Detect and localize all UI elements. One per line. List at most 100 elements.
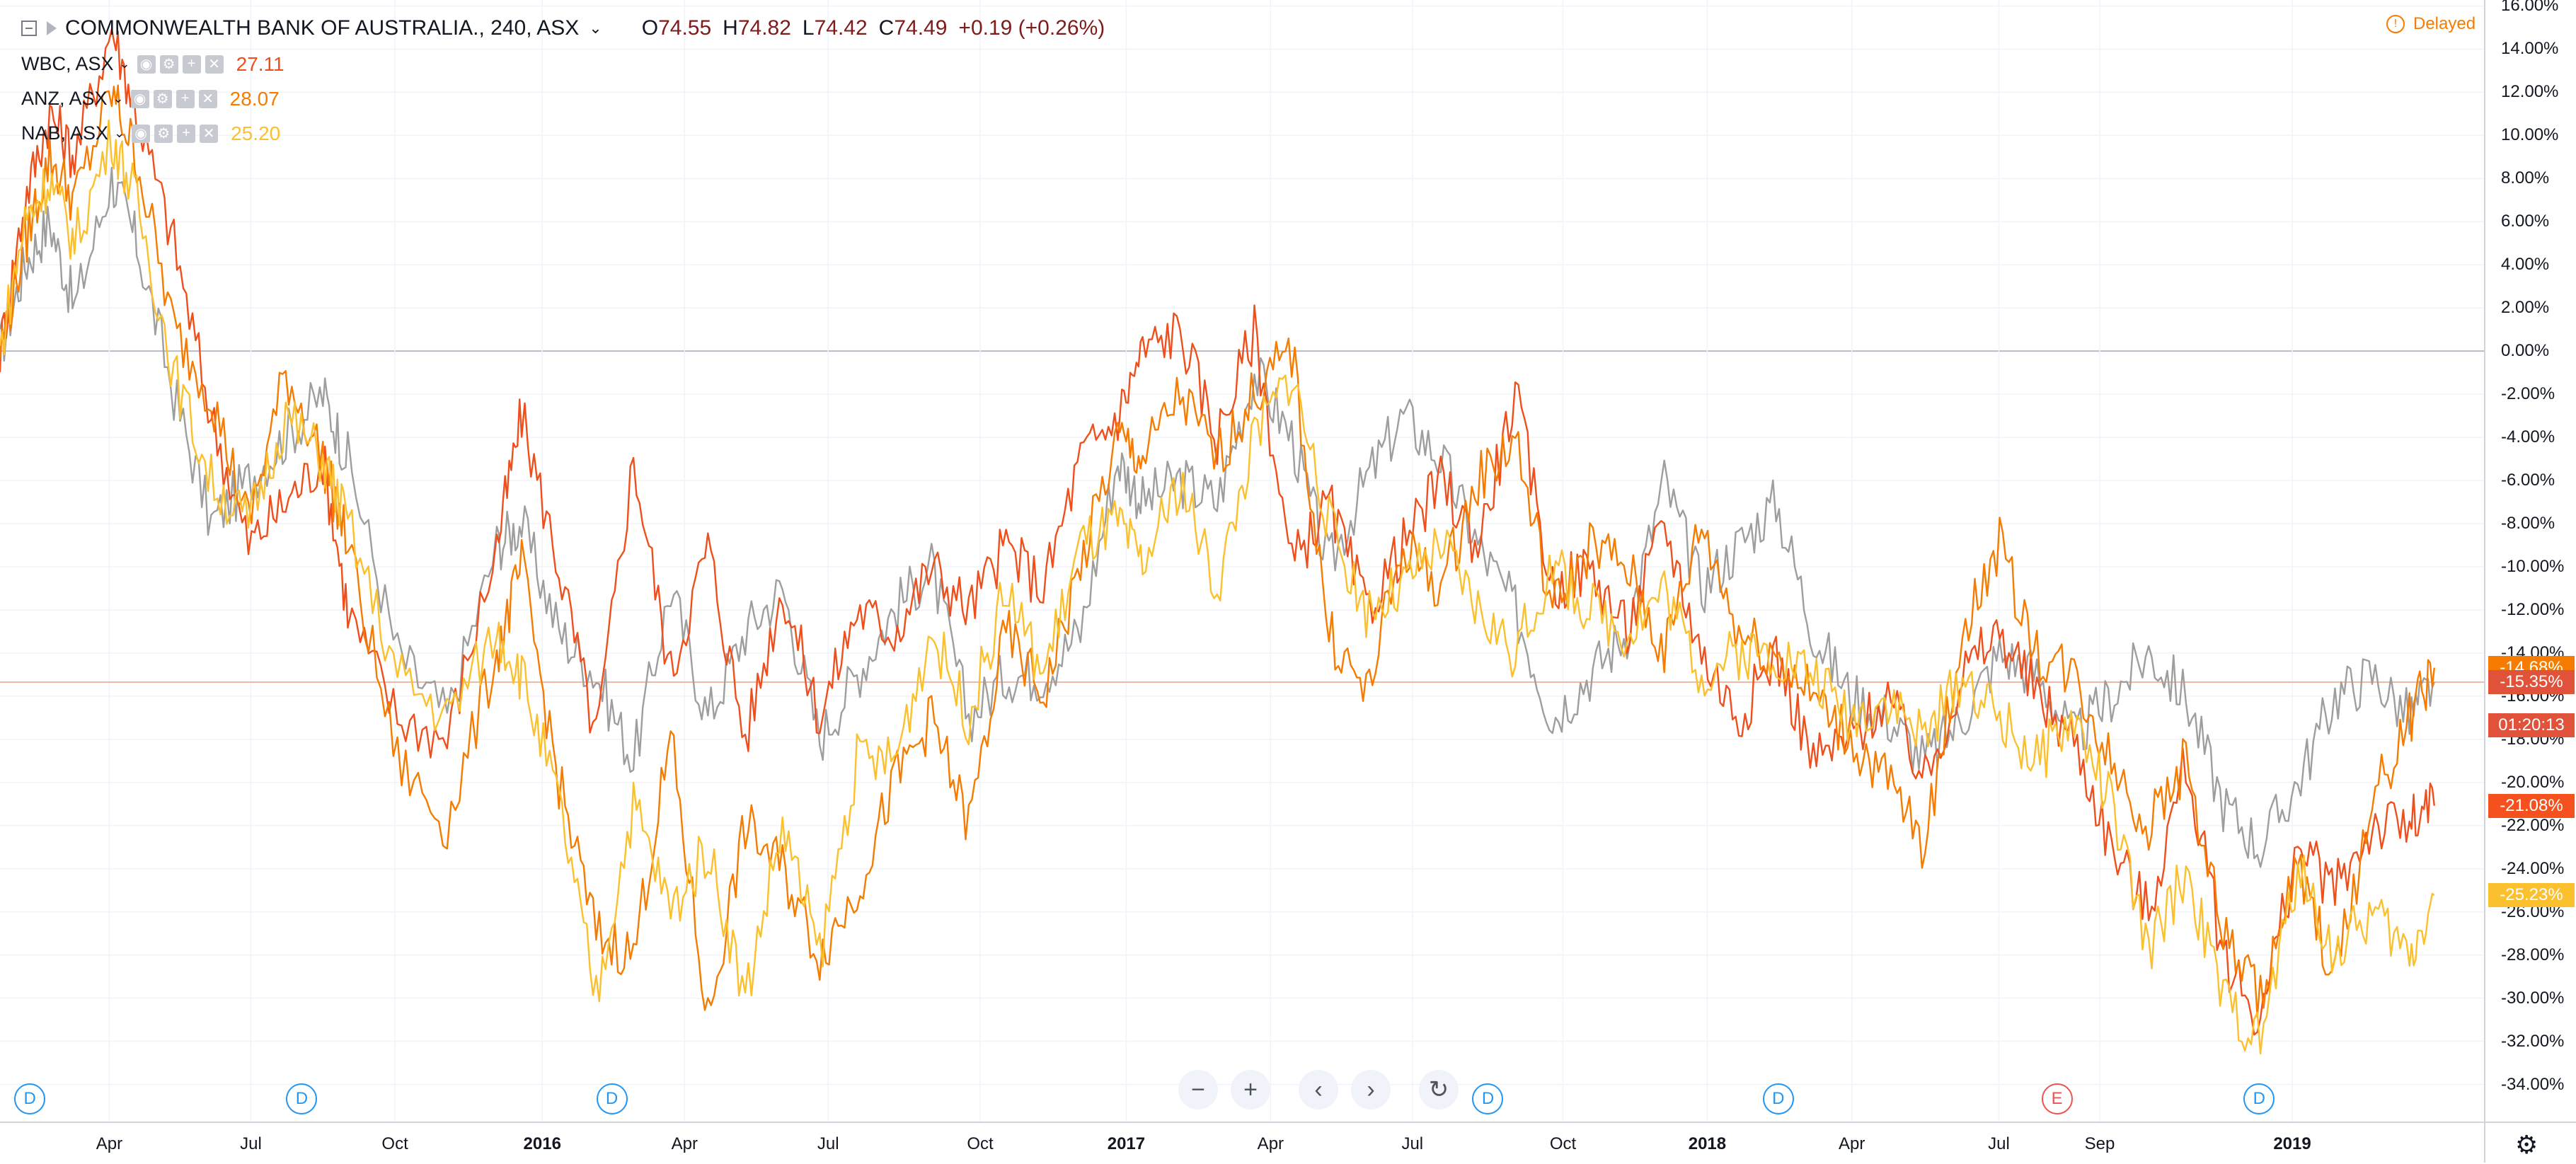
chart-pane[interactable]: COMMONWEALTH BANK OF AUSTRALIA., 240, AS…: [0, 0, 2484, 1122]
x-tick-label: 2019: [2273, 1134, 2311, 1153]
price-label: -21.08%: [2488, 793, 2575, 818]
reset-chart-button[interactable]: ↻: [1419, 1070, 1459, 1110]
y-tick-label: -30.00%: [2501, 988, 2565, 1008]
y-tick-label: -6.00%: [2501, 471, 2555, 490]
y-tick-label: -22.00%: [2501, 815, 2565, 835]
high-value: H74.82: [723, 16, 791, 40]
delayed-label: Delayed: [2413, 14, 2476, 33]
compare-legend-wbc[interactable]: WBC, ASX ⌄ ◉ ⚙ + ✕ 27.11: [21, 47, 1105, 81]
zoom-out-button[interactable]: −: [1178, 1070, 1218, 1110]
y-tick-label: -24.00%: [2501, 858, 2565, 878]
y-tick-label: -34.00%: [2501, 1074, 2565, 1094]
y-tick-label: -8.00%: [2501, 514, 2555, 534]
price-label: -15.35%: [2488, 670, 2575, 695]
series-line-1: [0, 28, 2435, 1036]
change-value: +0.19 (+0.26%): [958, 16, 1105, 40]
compare-name[interactable]: WBC, ASX: [21, 53, 114, 74]
gear-icon[interactable]: ⚙: [159, 54, 178, 74]
x-tick-label: Oct: [967, 1134, 994, 1153]
x-tick-label: Jul: [240, 1134, 262, 1153]
scroll-right-button[interactable]: ›: [1351, 1070, 1391, 1110]
chevron-down-icon[interactable]: ⌄: [114, 126, 125, 140]
price-label: -25.23%: [2488, 883, 2575, 908]
compare-name[interactable]: ANZ, ASX: [21, 88, 108, 109]
x-tick-label: Jul: [1988, 1134, 2010, 1153]
time-axis[interactable]: Apr Jul Oct 2016 Apr Jul Oct 2017 Apr Jul Oct 2018 A…: [0, 1122, 2484, 1164]
x-tick-label: Oct: [381, 1134, 408, 1153]
y-tick-label: 0.00%: [2501, 341, 2550, 361]
y-tick-label: -4.00%: [2501, 427, 2555, 447]
gear-icon[interactable]: ⚙: [2515, 1130, 2538, 1159]
price-axis[interactable]: 16.00% 14.00% 12.00% 10.00% 8.00% 6.00% 4.00% 2…: [2484, 0, 2576, 1122]
dividend-marker[interactable]: D: [1762, 1083, 1794, 1114]
x-tick-label: 2017: [1107, 1134, 1146, 1153]
y-tick-label: 14.00%: [2501, 39, 2559, 59]
dividend-marker[interactable]: D: [14, 1083, 46, 1114]
compare-value: 28.07: [229, 87, 280, 110]
scroll-left-button[interactable]: ‹: [1299, 1070, 1338, 1110]
dividend-marker[interactable]: D: [1472, 1083, 1504, 1114]
x-tick-label: Apr: [1839, 1134, 1865, 1153]
compare-legend-nab[interactable]: NAB, ASX ⌄ ◉ ⚙ + ✕ 25.20: [21, 116, 1105, 151]
close-icon[interactable]: ✕: [198, 89, 217, 108]
compare-value: 27.11: [236, 52, 284, 75]
compare-legend-anz[interactable]: ANZ, ASX ⌄ ◉ ⚙ + ✕ 28.07: [21, 81, 1105, 116]
low-value: L74.42: [802, 16, 868, 40]
y-tick-label: 16.00%: [2501, 0, 2559, 16]
y-tick-label: -12.00%: [2501, 599, 2565, 619]
chevron-down-icon[interactable]: ⌄: [119, 57, 130, 71]
y-tick-label: -10.00%: [2501, 556, 2565, 576]
eye-icon[interactable]: ◉: [137, 54, 156, 74]
close-icon[interactable]: ✕: [205, 54, 224, 74]
x-tick-label: 2016: [523, 1134, 561, 1153]
delayed-badge[interactable]: ! Delayed: [2386, 14, 2476, 34]
x-tick-label: Apr: [671, 1134, 698, 1153]
dividend-marker[interactable]: D: [286, 1083, 318, 1114]
open-value: O74.55: [641, 16, 712, 40]
close-icon[interactable]: ✕: [200, 124, 219, 143]
y-tick-label: 4.00%: [2501, 255, 2550, 275]
gear-icon[interactable]: ⚙: [153, 89, 172, 108]
plus-icon[interactable]: +: [176, 89, 195, 108]
zoom-in-button[interactable]: +: [1231, 1070, 1270, 1110]
price-plot[interactable]: [0, 0, 2484, 1122]
dividend-marker[interactable]: D: [2243, 1083, 2275, 1114]
gear-icon[interactable]: ⚙: [154, 124, 173, 143]
grid: [0, 0, 2484, 1122]
y-tick-label: 12.00%: [2501, 82, 2559, 102]
countdown-label: 01:20:13: [2488, 713, 2575, 737]
main-symbol-legend: COMMONWEALTH BANK OF AUSTRALIA., 240, AS…: [7, 10, 1105, 47]
y-tick-label: -32.00%: [2501, 1031, 2565, 1051]
close-value: C74.49: [878, 16, 948, 40]
chart-legend: COMMONWEALTH BANK OF AUSTRALIA., 240, AS…: [7, 10, 1105, 151]
y-tick-label: 8.00%: [2501, 168, 2550, 188]
x-tick-label: 2018: [1688, 1134, 1727, 1153]
x-tick-label: Jul: [817, 1134, 839, 1153]
flag-icon[interactable]: [47, 21, 57, 35]
collapse-legend-icon[interactable]: [21, 21, 37, 36]
y-tick-label: 6.00%: [2501, 212, 2550, 231]
plus-icon[interactable]: +: [182, 54, 201, 74]
info-icon: !: [2386, 15, 2405, 33]
compare-name[interactable]: NAB, ASX: [21, 122, 109, 144]
plus-icon[interactable]: +: [177, 124, 196, 143]
chevron-down-icon[interactable]: ⌄: [113, 91, 124, 105]
dividend-marker[interactable]: D: [596, 1083, 628, 1114]
x-tick-label: Apr: [96, 1134, 123, 1153]
x-tick-label: Sep: [2084, 1134, 2115, 1153]
series-line-0: [0, 166, 2435, 868]
y-tick-label: -28.00%: [2501, 945, 2565, 964]
x-tick-label: Oct: [1549, 1134, 1577, 1153]
y-tick-label: 2.00%: [2501, 298, 2550, 318]
axis-corner[interactable]: ⚙: [2484, 1122, 2576, 1163]
eye-icon[interactable]: ◉: [130, 89, 149, 108]
eye-icon[interactable]: ◉: [132, 124, 151, 143]
series-line-3: [0, 119, 2435, 1055]
series-line-2: [0, 84, 2435, 1018]
chevron-down-icon[interactable]: ⌄: [589, 19, 602, 37]
earnings-marker[interactable]: E: [2041, 1083, 2073, 1114]
x-tick-label: Apr: [1257, 1134, 1284, 1153]
main-symbol-title[interactable]: COMMONWEALTH BANK OF AUSTRALIA., 240, AS…: [65, 16, 580, 40]
x-tick-label: Jul: [1401, 1134, 1424, 1153]
y-tick-label: -2.00%: [2501, 384, 2555, 404]
